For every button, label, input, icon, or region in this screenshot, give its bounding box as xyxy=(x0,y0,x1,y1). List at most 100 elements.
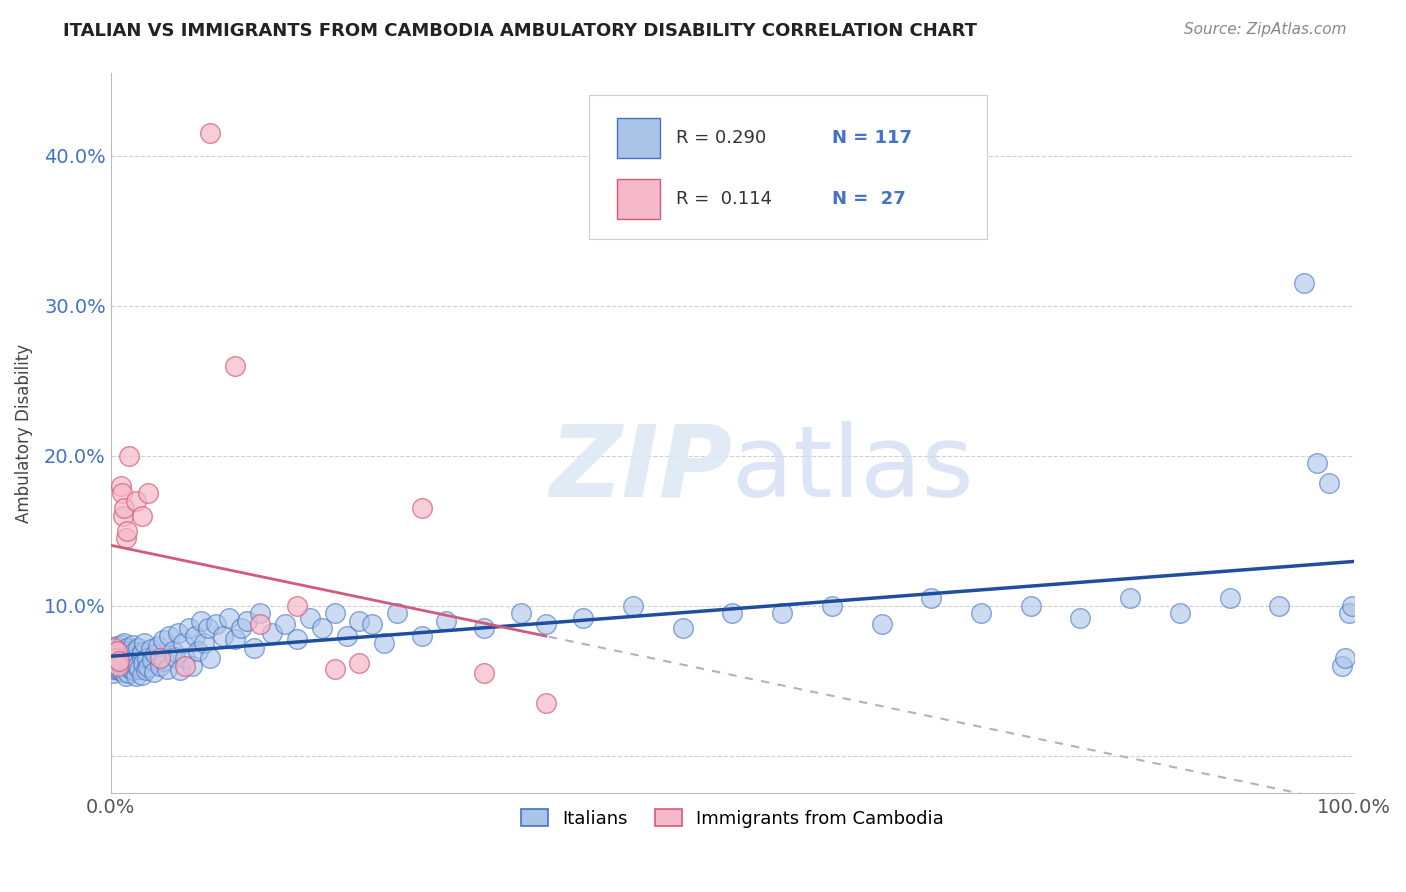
Point xyxy=(193,636,215,650)
Point xyxy=(1337,607,1360,621)
Text: ZIP: ZIP xyxy=(550,421,733,517)
Point xyxy=(360,616,382,631)
Point xyxy=(274,616,297,631)
Point xyxy=(572,611,595,625)
Point xyxy=(198,651,221,665)
Point xyxy=(136,486,159,500)
Text: R =  0.114: R = 0.114 xyxy=(676,190,772,208)
FancyBboxPatch shape xyxy=(589,95,987,239)
Y-axis label: Ambulatory Disability: Ambulatory Disability xyxy=(15,343,32,523)
Text: Source: ZipAtlas.com: Source: ZipAtlas.com xyxy=(1184,22,1347,37)
Point xyxy=(1019,599,1042,613)
Point xyxy=(108,654,131,668)
Point xyxy=(129,648,152,663)
Point xyxy=(411,629,433,643)
Point xyxy=(1219,591,1241,606)
Point xyxy=(110,649,132,664)
Point xyxy=(472,621,495,635)
Point xyxy=(385,607,408,621)
Point xyxy=(136,660,159,674)
Point xyxy=(177,621,200,635)
Point xyxy=(218,611,240,625)
Point xyxy=(1330,658,1353,673)
Point xyxy=(104,651,127,665)
Point xyxy=(139,642,162,657)
FancyBboxPatch shape xyxy=(617,118,661,158)
Point xyxy=(141,653,163,667)
Point xyxy=(1340,599,1362,613)
Point xyxy=(373,636,395,650)
Point xyxy=(174,658,197,673)
Point xyxy=(124,645,146,659)
Point xyxy=(411,501,433,516)
Point xyxy=(169,663,191,677)
Point xyxy=(1305,456,1327,470)
Point xyxy=(115,640,138,655)
Point xyxy=(107,663,129,677)
Point xyxy=(104,651,127,665)
Point xyxy=(436,614,458,628)
Point xyxy=(821,599,844,613)
Point xyxy=(1119,591,1142,606)
Point xyxy=(105,644,128,658)
Point xyxy=(262,625,284,640)
Point xyxy=(770,607,793,621)
Point xyxy=(132,656,155,670)
Point xyxy=(122,663,145,677)
Point xyxy=(131,645,153,659)
Point xyxy=(103,647,125,661)
Point xyxy=(120,649,142,664)
Point xyxy=(870,616,893,631)
Point xyxy=(101,647,124,661)
Point xyxy=(131,508,153,523)
Point xyxy=(621,599,644,613)
Point xyxy=(112,665,135,679)
Point xyxy=(510,607,533,621)
Point xyxy=(1268,599,1291,613)
Point xyxy=(970,607,993,621)
Point xyxy=(112,657,135,672)
Text: N = 117: N = 117 xyxy=(832,128,912,147)
Point xyxy=(172,636,194,650)
Point xyxy=(197,621,219,635)
Point xyxy=(672,621,695,635)
Point xyxy=(249,616,271,631)
Point xyxy=(205,616,228,631)
Point xyxy=(1317,475,1340,490)
Point xyxy=(127,640,149,655)
Point xyxy=(349,614,371,628)
Point xyxy=(114,531,136,545)
Point xyxy=(112,636,135,650)
Point xyxy=(105,645,128,659)
Point xyxy=(211,629,233,643)
Point xyxy=(224,359,246,373)
Point xyxy=(124,669,146,683)
Point xyxy=(125,658,148,673)
Point xyxy=(122,638,145,652)
Point xyxy=(128,662,150,676)
Point xyxy=(115,524,138,538)
Point xyxy=(118,644,141,658)
Point xyxy=(1334,651,1357,665)
Point xyxy=(120,662,142,676)
Point xyxy=(236,614,259,628)
Point xyxy=(157,629,180,643)
Point xyxy=(242,640,264,655)
Point xyxy=(103,666,125,681)
Point xyxy=(323,607,346,621)
Point xyxy=(336,629,359,643)
Point xyxy=(134,636,156,650)
Point xyxy=(103,642,125,657)
Point xyxy=(111,638,134,652)
Point xyxy=(1168,607,1191,621)
Point xyxy=(285,599,308,613)
Text: N =  27: N = 27 xyxy=(832,190,905,208)
Point xyxy=(534,696,557,710)
Point xyxy=(162,644,184,658)
Point xyxy=(165,649,187,664)
Point xyxy=(143,665,166,679)
Point xyxy=(184,629,207,643)
Point xyxy=(231,621,253,635)
Point xyxy=(118,449,141,463)
Point xyxy=(115,658,138,673)
